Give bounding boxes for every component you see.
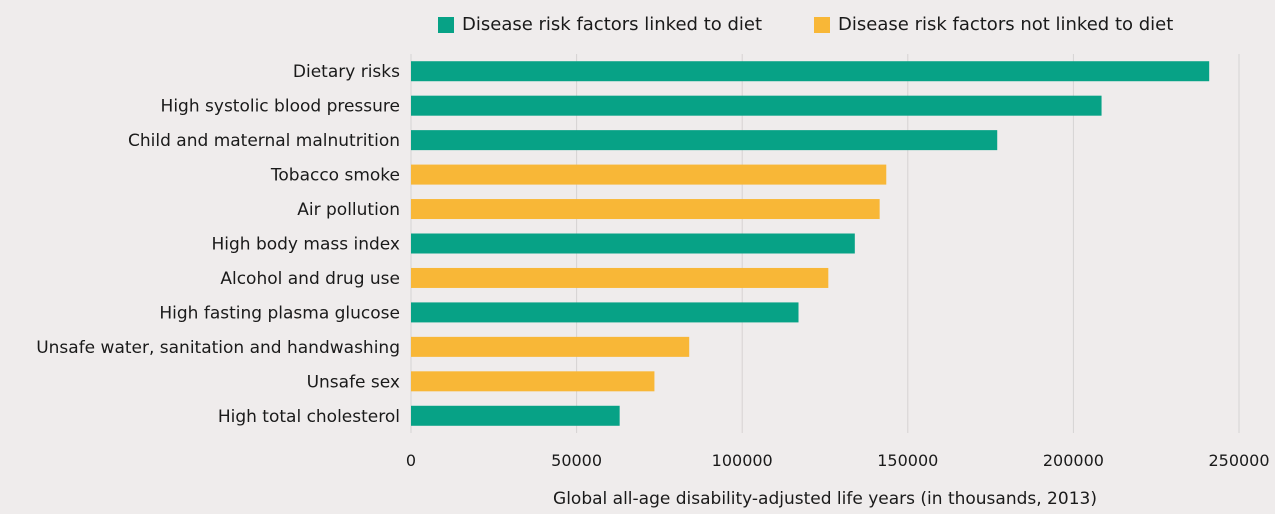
category-labels: Dietary risks High systolic blood pressur… bbox=[36, 62, 400, 427]
category-label: Air pollution bbox=[297, 200, 400, 220]
grid-lines bbox=[410, 54, 1240, 433]
category-label: High fasting plasma glucose bbox=[159, 303, 400, 323]
legend-label-diet: Disease risk factors linked to diet bbox=[462, 14, 763, 35]
category-label: High total cholesterol bbox=[218, 407, 400, 427]
category-label: High body mass index bbox=[211, 235, 400, 255]
x-tick-label: 50000 bbox=[551, 451, 602, 470]
category-label: Tobacco smoke bbox=[270, 166, 400, 186]
bar bbox=[411, 371, 655, 392]
category-label: Child and maternal malnutrition bbox=[128, 131, 400, 151]
x-tick-label: 0 bbox=[406, 451, 416, 470]
category-label: Unsafe water, sanitation and handwashing bbox=[36, 338, 400, 358]
bar bbox=[411, 130, 998, 151]
legend-swatch-not-diet bbox=[814, 16, 831, 33]
legend-swatch-diet bbox=[438, 16, 454, 33]
bar bbox=[411, 233, 855, 254]
bar bbox=[411, 405, 620, 426]
x-tick-label: 150000 bbox=[877, 451, 938, 470]
bar bbox=[411, 267, 829, 288]
bar bbox=[411, 61, 1210, 82]
legend-item-diet: Disease risk factors linked to diet bbox=[438, 14, 762, 35]
category-label: High systolic blood pressure bbox=[161, 97, 400, 117]
x-tick-label: 250000 bbox=[1208, 451, 1269, 470]
bar bbox=[411, 95, 1102, 116]
bar bbox=[411, 336, 690, 357]
category-label: Dietary risks bbox=[293, 62, 400, 82]
chart-legend: Disease risk factors linked to diet Dise… bbox=[438, 14, 1225, 35]
bars bbox=[411, 61, 1210, 426]
category-label: Unsafe sex bbox=[307, 372, 400, 392]
bar bbox=[411, 199, 880, 220]
bar bbox=[411, 164, 887, 185]
category-label: Alcohol and drug use bbox=[220, 269, 400, 289]
bar bbox=[411, 302, 799, 323]
legend-item-not-diet: Disease risk factors not linked to diet bbox=[814, 14, 1173, 35]
legend-label-not-diet: Disease risk factors not linked to diet bbox=[838, 14, 1174, 35]
x-tick-label: 200000 bbox=[1043, 451, 1104, 470]
x-axis-title: Global all-age disability-adjusted life … bbox=[553, 489, 1097, 509]
x-tick-label: 100000 bbox=[712, 451, 773, 470]
x-tick-labels: 0 50000 100000 150000 200000 250000 bbox=[406, 451, 1270, 470]
